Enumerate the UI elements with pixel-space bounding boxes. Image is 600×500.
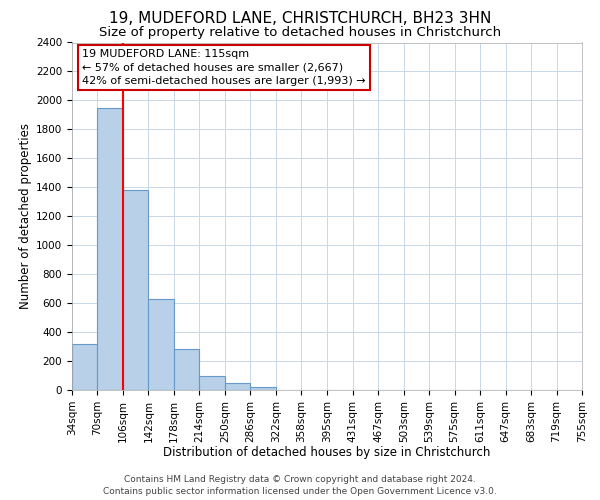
Text: Contains HM Land Registry data © Crown copyright and database right 2024.
Contai: Contains HM Land Registry data © Crown c… xyxy=(103,474,497,496)
Text: 19, MUDEFORD LANE, CHRISTCHURCH, BH23 3HN: 19, MUDEFORD LANE, CHRISTCHURCH, BH23 3H… xyxy=(109,11,491,26)
Bar xyxy=(72,344,97,390)
Text: 19 MUDEFORD LANE: 115sqm
← 57% of detached houses are smaller (2,667)
42% of sem: 19 MUDEFORD LANE: 115sqm ← 57% of detach… xyxy=(82,50,366,86)
Bar xyxy=(97,108,123,390)
Bar xyxy=(174,350,199,390)
Bar xyxy=(199,376,225,390)
Bar xyxy=(250,387,276,390)
Text: Size of property relative to detached houses in Christchurch: Size of property relative to detached ho… xyxy=(99,26,501,39)
Bar xyxy=(225,384,250,390)
Bar xyxy=(123,190,148,390)
Bar xyxy=(148,299,174,390)
X-axis label: Distribution of detached houses by size in Christchurch: Distribution of detached houses by size … xyxy=(163,446,491,459)
Y-axis label: Number of detached properties: Number of detached properties xyxy=(19,123,32,309)
